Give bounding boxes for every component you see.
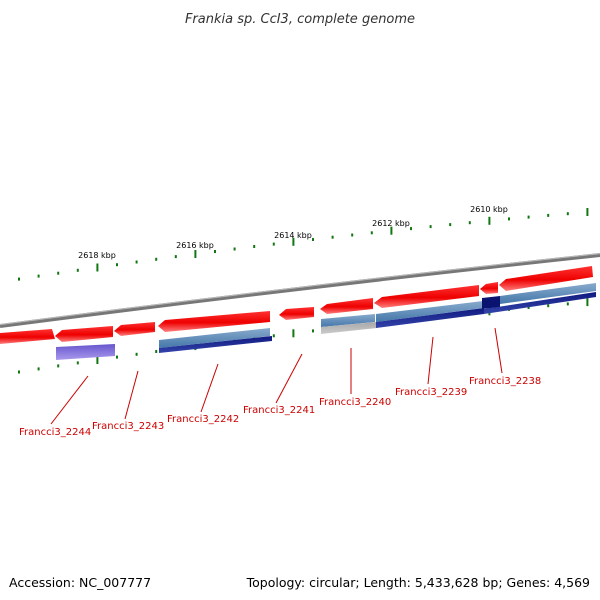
gene-leader-lines [50, 327, 503, 425]
gene-arrow-2240[interactable] [320, 298, 373, 314]
gene-arrow-2238b[interactable] [480, 282, 498, 294]
leader-line-2244 [50, 375, 89, 425]
cds-bar-2239-upper[interactable] [376, 301, 483, 322]
leader-line-2239 [427, 336, 434, 385]
cds-bar-2239-lower[interactable] [376, 308, 484, 328]
gene-label-2240[interactable]: Francci3_2240 [319, 397, 391, 408]
gene-arrow-2245[interactable] [0, 329, 55, 344]
genome-stats-text: Topology: circular; Length: 5,433,628 bp… [246, 575, 590, 590]
scale-label-2612: 2612 kbp [372, 219, 410, 228]
gene-label-2238[interactable]: Francci3_2238 [469, 376, 541, 387]
scale-label-2610: 2610 kbp [470, 205, 508, 214]
gene-label-2244[interactable]: Francci3_2244 [19, 427, 91, 438]
genome-backbone [0, 253, 600, 328]
gene-label-2243[interactable]: Francci3_2243 [92, 421, 164, 432]
leader-line-2242 [200, 363, 219, 413]
cds-feature-bars [56, 283, 596, 360]
map-title: Frankia sp. CcI3, complete genome [185, 12, 415, 27]
scale-label-2616: 2616 kbp [176, 241, 214, 250]
gene-arrow-2238[interactable] [499, 266, 593, 291]
gene-label-2241[interactable]: Francci3_2241 [243, 405, 315, 416]
cds-bar-2242-lower[interactable] [159, 336, 272, 353]
gene-label-2239[interactable]: Francci3_2239 [395, 387, 467, 398]
scale-label-2614: 2614 kbp [274, 231, 312, 240]
gene-arrow-2241[interactable] [279, 307, 314, 320]
cds-bar-2238-upper[interactable] [500, 283, 596, 304]
gene-label-2242[interactable]: Francci3_2242 [167, 414, 239, 425]
cds-bar-2242-upper[interactable] [159, 328, 270, 348]
gene-arrow-2243[interactable] [114, 322, 155, 336]
leader-line-2238 [494, 327, 503, 374]
cds-bar-2244[interactable] [56, 344, 115, 360]
cds-bar-2240-lower[interactable] [321, 322, 377, 334]
scale-label-2618: 2618 kbp [78, 251, 116, 260]
forward-strand-genes [0, 266, 593, 344]
leader-line-2241 [275, 353, 303, 404]
cds-bar-2238-lower[interactable] [484, 292, 596, 314]
gene-arrow-2244[interactable] [55, 326, 113, 342]
gene-arrow-2239[interactable] [374, 285, 479, 308]
cds-bar-2240-upper[interactable] [321, 314, 375, 327]
accession-text: Accession: NC_007777 [9, 575, 151, 590]
scale-ticks-top [18, 208, 589, 281]
cds-bar-2238-block[interactable] [482, 296, 500, 309]
gene-arrow-2242[interactable] [158, 311, 270, 332]
backbone-highlight [0, 253, 600, 326]
leader-line-2243 [124, 370, 139, 420]
